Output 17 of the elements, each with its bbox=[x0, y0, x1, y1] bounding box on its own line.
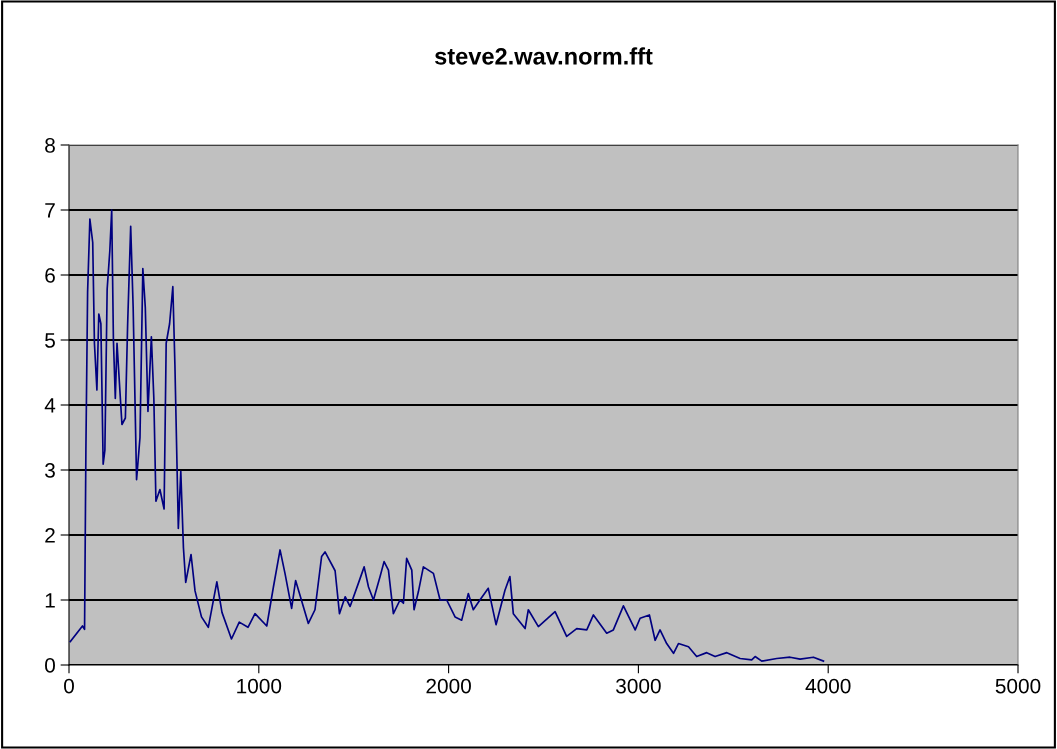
x-tick-label: 5000 bbox=[995, 678, 1041, 694]
y-tick-label: 6 bbox=[45, 268, 55, 283]
y-tick-label: 8 bbox=[45, 138, 55, 153]
y-tick-label: 7 bbox=[45, 203, 55, 218]
y-tick-label: 4 bbox=[44, 398, 56, 413]
x-tick-label: 1000 bbox=[237, 678, 282, 694]
x-tick-label: 2000 bbox=[426, 678, 471, 694]
y-tick-label: 3 bbox=[45, 463, 55, 478]
line-series bbox=[69, 209, 825, 662]
y-tick-label: 0 bbox=[45, 658, 55, 673]
x-tick-label: 4000 bbox=[805, 678, 851, 694]
y-tick-label: 1 bbox=[45, 593, 55, 608]
x-tick-label: 0 bbox=[64, 678, 74, 694]
y-tick-label: 2 bbox=[45, 528, 55, 543]
y-tick-label: 5 bbox=[45, 333, 55, 348]
chart-title: steve2.wav.norm.fft bbox=[434, 47, 653, 65]
x-tick-label: 3000 bbox=[616, 678, 661, 694]
